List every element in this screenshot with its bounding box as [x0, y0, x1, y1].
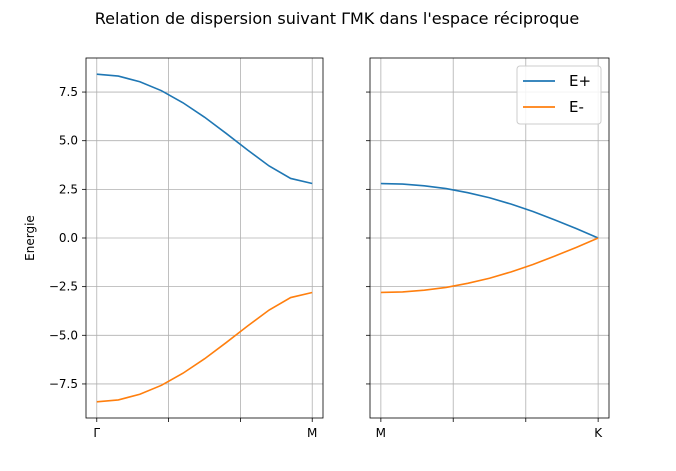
y-axis-label: Energie [23, 215, 37, 261]
y-tick-label: 2.5 [59, 182, 78, 196]
x-tick-label: Γ [93, 426, 100, 440]
y-tick-label: 7.5 [59, 85, 78, 99]
y-tick-label: 0.0 [59, 231, 78, 245]
legend-label: E- [569, 98, 584, 116]
panel-gamma-m: Γ M 7.5 5.0 2.5 0.0 −2.5 −5.0 −7.5 [49, 57, 324, 440]
x-tick-label: K [594, 426, 603, 440]
legend-label: E+ [569, 72, 591, 90]
y-tick-label: 5.0 [59, 134, 78, 148]
y-tick-label: −5.0 [49, 328, 78, 342]
series-line-e-plus [96, 73, 313, 185]
series-line-e-plus [380, 182, 599, 239]
x-tick-label: M [376, 426, 386, 440]
x-tick-label: M [307, 426, 317, 440]
y-tick-label: −2.5 [49, 280, 78, 294]
series-line-e-minus [96, 291, 313, 403]
legend: E+ E- [516, 65, 602, 125]
series-line-e-minus [380, 237, 599, 294]
y-tick-label: −7.5 [49, 377, 78, 391]
chart-title: Relation de dispersion suivant ΓMK dans … [95, 9, 579, 28]
